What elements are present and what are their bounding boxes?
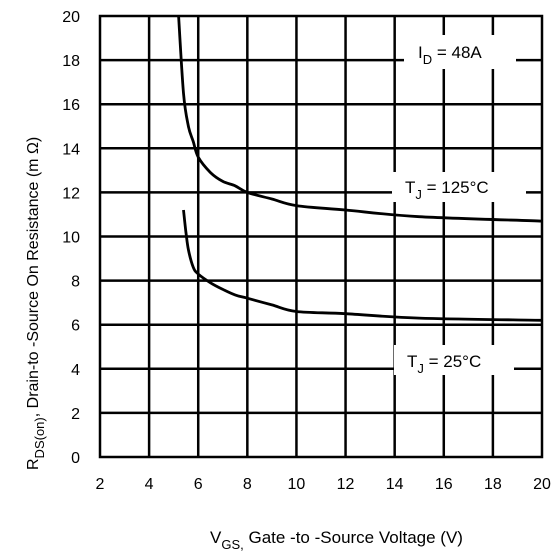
curve-tj125 xyxy=(177,15,543,223)
x-tick-label: 14 xyxy=(386,476,404,493)
x-tick-label: 10 xyxy=(288,476,306,493)
curve-tj25 xyxy=(182,209,543,322)
id-label-box xyxy=(404,35,516,69)
y-tick-label: 6 xyxy=(71,318,80,335)
tj125-label: TJ = 125°C xyxy=(405,178,489,202)
y-tick-label: 2 xyxy=(71,406,80,423)
y-tick-label: 0 xyxy=(71,450,80,467)
x-axis-label: VGS, Gate -to -Source Voltage (V) xyxy=(210,528,463,552)
plot-frame xyxy=(98,14,544,459)
x-tick-label: 8 xyxy=(243,476,252,493)
curves xyxy=(177,15,543,322)
tj25-label-box xyxy=(394,345,514,375)
x-tick-label: 2 xyxy=(96,476,105,493)
x-tick-label: 18 xyxy=(484,476,502,493)
y-axis-label: RDS(on), Drain-to -Source On Resistance … xyxy=(25,137,47,470)
y-tick-label: 18 xyxy=(62,53,80,70)
tj125-label-box xyxy=(392,172,526,202)
y-tick-label: 16 xyxy=(62,97,80,114)
y-tick-label: 8 xyxy=(71,274,80,291)
y-tick-label: 12 xyxy=(62,185,80,202)
grid xyxy=(100,16,542,457)
x-tick-label: 16 xyxy=(435,476,453,493)
x-tick-label: 4 xyxy=(145,476,154,493)
y-tick-label: 14 xyxy=(62,141,80,158)
x-tick-label: 12 xyxy=(337,476,355,493)
id-label: ID = 48A xyxy=(418,43,482,67)
y-tick-label: 20 xyxy=(62,9,80,26)
x-tick-label: 6 xyxy=(194,476,203,493)
y-tick-label: 10 xyxy=(62,230,80,247)
tj25-label: TJ = 25°C xyxy=(407,352,481,376)
y-tick-label: 4 xyxy=(71,362,80,379)
x-tick-label: 20 xyxy=(533,476,551,493)
